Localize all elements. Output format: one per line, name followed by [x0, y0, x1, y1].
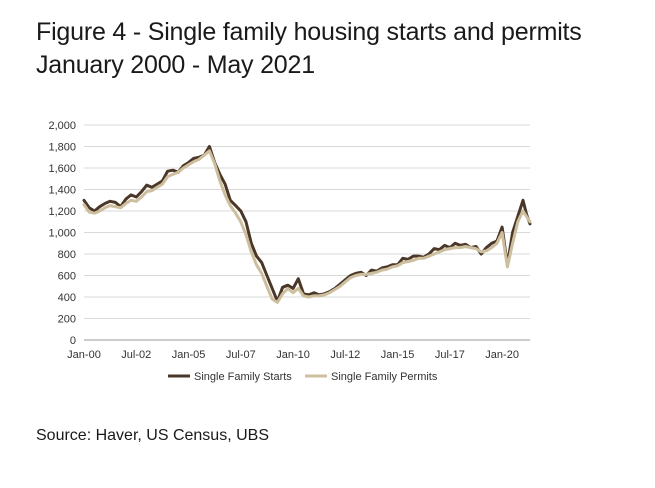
series-line-starts: [82, 145, 532, 303]
y-tick-label: 1,000: [48, 228, 76, 240]
y-tick-label: 200: [58, 314, 76, 326]
title-line-1: Figure 4 - Single family housing starts …: [36, 18, 582, 46]
y-tick-label: 0: [70, 335, 76, 347]
y-axis-ticks: 0 200 400 600 800 1,000 1,200 1,400 1,600 1,800 2,…: [48, 120, 76, 347]
x-tick-label: Jul-07: [226, 349, 256, 361]
grid-lines: [84, 124, 530, 319]
y-tick-label: 400: [58, 292, 76, 304]
y-tick-label: 2,000: [48, 120, 76, 132]
series-line-permits: [82, 149, 532, 304]
legend: Single Family Starts Single Family Permit…: [168, 371, 438, 383]
x-tick-label: Jul-17: [435, 349, 465, 361]
x-tick-label: Jan-00: [67, 349, 101, 361]
x-tick-label: Jul-12: [330, 349, 360, 361]
x-tick-label: Jan-10: [276, 349, 310, 361]
y-tick-label: 1,400: [48, 185, 76, 197]
y-tick-label: 800: [58, 249, 76, 261]
title-line-2: January 2000 - May 2021: [36, 51, 315, 79]
x-tick-label: Jul-02: [121, 349, 151, 361]
x-tick-label: Jan-05: [172, 349, 206, 361]
source-note: Source: Haver, US Census, UBS: [36, 427, 269, 444]
x-tick-label: Jan-15: [381, 349, 415, 361]
y-tick-label: 1,200: [48, 206, 76, 218]
chart-title: Figure 4 - Single family housing starts …: [36, 16, 582, 82]
legend-label-starts: Single Family Starts: [194, 371, 292, 383]
y-tick-label: 1,800: [48, 142, 76, 154]
x-axis-ticks: Jan-00 Jul-02 Jan-05 Jul-07 Jan-10 Jul-12 Jan-…: [67, 349, 519, 361]
series-lines: [82, 145, 532, 304]
y-tick-label: 600: [58, 271, 76, 283]
legend-label-permits: Single Family Permits: [331, 371, 438, 383]
x-tick-label: Jan-20: [485, 349, 519, 361]
y-tick-label: 1,600: [48, 163, 76, 175]
